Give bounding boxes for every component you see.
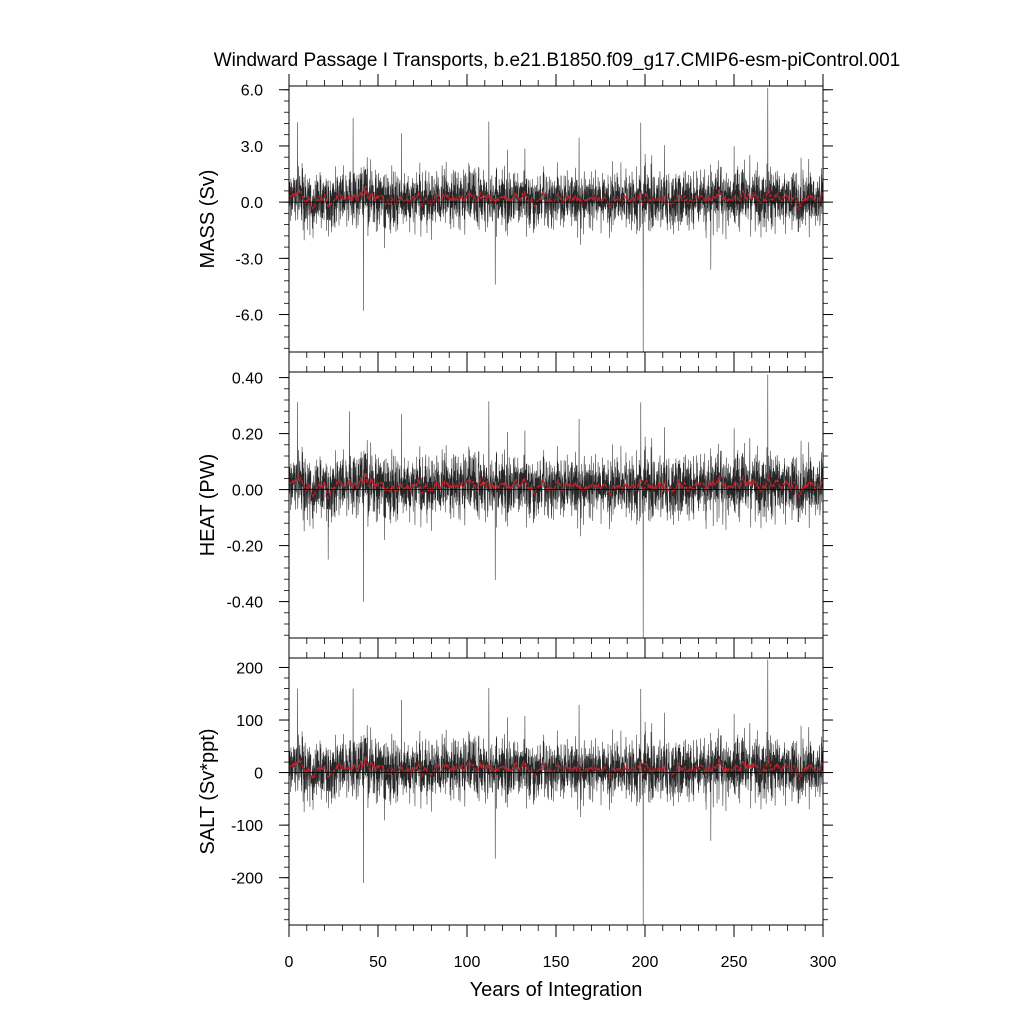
panel-salt: 200 100 0 -100 -200 SALT (Sv*ppt) 0 50 100 150 200…: [197, 646, 836, 971]
smoothed-series-line: [288, 754, 824, 782]
panel-mass: 6.0 3.0 0.0 -3.0 -6.0 MASS (Sv): [197, 74, 833, 364]
x-tick-label: 100: [454, 954, 481, 971]
y-tick-label: 200: [236, 660, 263, 677]
chart-title: Windward Passage I Transports, b.e21.B18…: [214, 50, 900, 71]
y-tick-label: -100: [231, 818, 263, 835]
y-tick-label: -200: [231, 871, 263, 888]
y-tick-label: -0.20: [227, 539, 264, 556]
smoothed-series-line: [288, 185, 824, 211]
y-tick-label: -3.0: [235, 251, 263, 268]
raw-series-line: [288, 659, 824, 926]
x-axis-label: Years of Integration: [470, 979, 643, 1001]
x-tick-label: 150: [543, 954, 570, 971]
y-tick-label: 0.40: [232, 371, 263, 388]
y-tick-label: -6.0: [235, 308, 263, 325]
y-axis-label: HEAT (PW): [197, 454, 219, 557]
x-tick-label: 0: [285, 954, 294, 971]
y-tick-label: 6.0: [241, 83, 263, 100]
x-tick-label: 50: [369, 954, 387, 971]
y-axis-label: MASS (Sv): [197, 170, 219, 269]
raw-series-line: [288, 87, 824, 353]
y-tick-label: 0: [254, 766, 263, 783]
y-axis-label: SALT (Sv*ppt): [197, 729, 219, 855]
panel-heat: 0.40 0.20 0.00 -0.20 -0.40 HEAT (PW): [197, 360, 833, 650]
plot-frame: [288, 85, 824, 353]
y-tick-label: -0.40: [227, 595, 264, 612]
x-tick-label: 250: [721, 954, 748, 971]
raw-series-line: [288, 374, 824, 639]
y-tick-label: 0.00: [232, 483, 263, 500]
y-tick-label: 0.20: [232, 427, 263, 444]
y-tick-label: 0.0: [241, 195, 263, 212]
plot-frame: [288, 371, 824, 639]
y-tick-label: 3.0: [241, 139, 263, 156]
smoothed-series-line: [288, 471, 824, 500]
x-tick-label: 300: [810, 954, 837, 971]
panels: 6.0 3.0 0.0 -3.0 -6.0 MASS (Sv) 0.40 0.20 0.00 -0…: [197, 74, 836, 971]
y-tick-label: 100: [236, 713, 263, 730]
x-tick-label: 200: [632, 954, 659, 971]
plot-frame: [288, 657, 824, 926]
